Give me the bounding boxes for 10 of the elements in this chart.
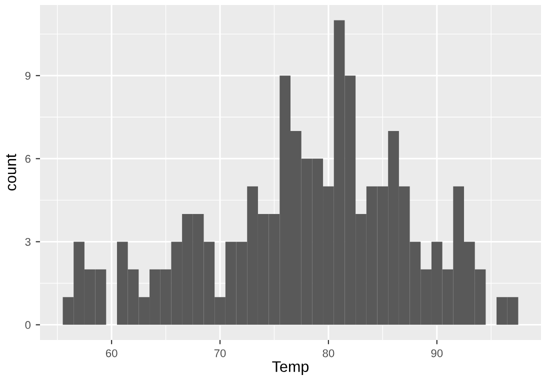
x-axis-title: Temp <box>272 361 309 376</box>
y-tick-label: 6 <box>25 154 30 163</box>
x-tick-label: 60 <box>106 349 118 358</box>
y-tick-label: 0 <box>25 321 31 329</box>
x-tick-label: 80 <box>322 349 334 358</box>
y-tick-label: 3 <box>25 238 30 246</box>
y-axis-title: count <box>6 154 16 191</box>
x-tick-label: 90 <box>431 349 443 358</box>
x-tick-label: 70 <box>214 349 226 358</box>
y-tick-label: 9 <box>25 72 30 80</box>
